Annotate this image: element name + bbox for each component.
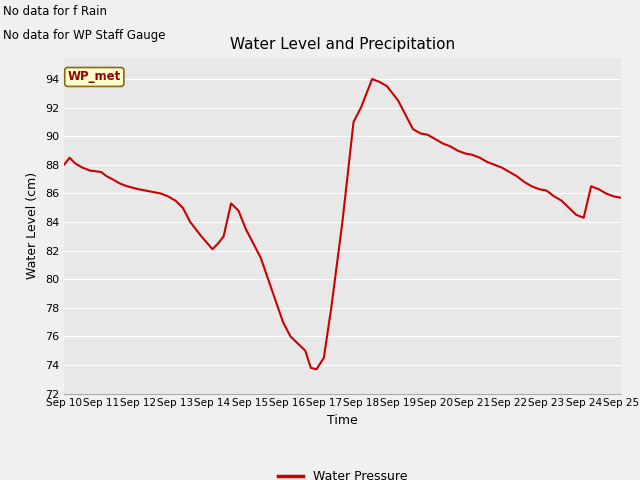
Text: No data for f Rain: No data for f Rain <box>3 5 108 18</box>
Text: No data for WP Staff Gauge: No data for WP Staff Gauge <box>3 29 166 42</box>
X-axis label: Time: Time <box>327 414 358 427</box>
Legend: Water Pressure: Water Pressure <box>273 465 412 480</box>
Y-axis label: Water Level (cm): Water Level (cm) <box>26 172 39 279</box>
Title: Water Level and Precipitation: Water Level and Precipitation <box>230 37 455 52</box>
Text: WP_met: WP_met <box>68 71 121 84</box>
